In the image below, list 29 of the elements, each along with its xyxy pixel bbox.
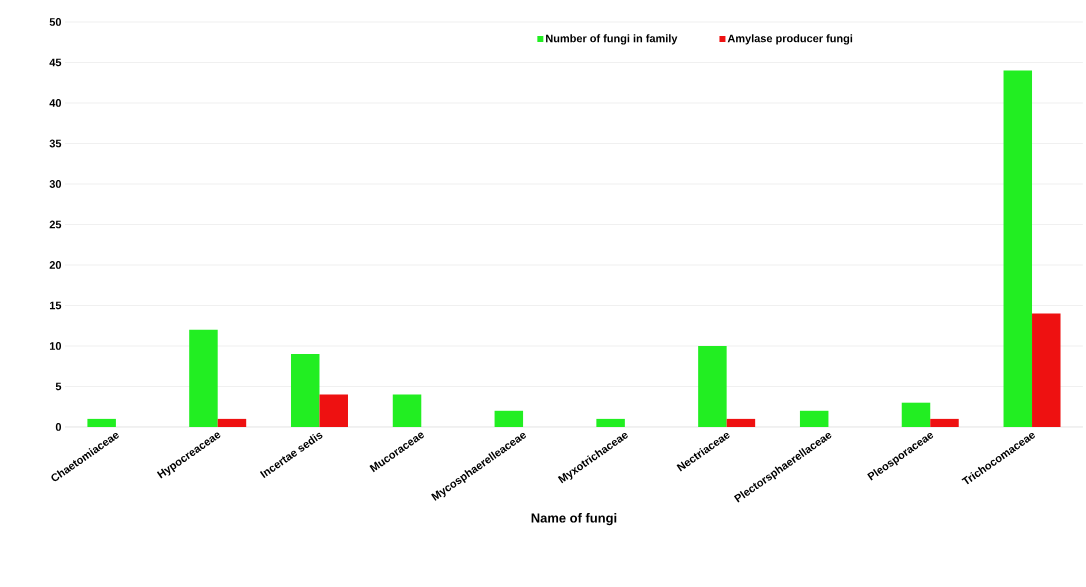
- bar: [87, 418, 116, 427]
- bar: [392, 394, 422, 427]
- y-tick-label: 15: [49, 301, 62, 310]
- legend-label: Amylase producer fungi: [727, 34, 853, 45]
- y-tick-label: 40: [49, 99, 62, 107]
- bar: [217, 418, 247, 427]
- bar: [494, 410, 524, 427]
- y-tick-label: 10: [49, 342, 62, 350]
- bar: [319, 394, 348, 427]
- bar: [596, 418, 625, 427]
- bar: [799, 410, 829, 427]
- x-axis-title: Name of fungi: [531, 513, 617, 526]
- y-tick-label: 30: [49, 180, 62, 188]
- bar: [290, 354, 320, 427]
- bar: [726, 418, 756, 427]
- y-tick-label: 5: [55, 382, 62, 391]
- bar: [1003, 70, 1033, 427]
- bar: [1032, 313, 1061, 427]
- y-tick-label: 0: [55, 423, 62, 431]
- y-tick-label: 45: [49, 58, 62, 67]
- y-tick-label: 35: [49, 139, 62, 148]
- y-tick-label: 25: [49, 220, 62, 229]
- bar: [930, 418, 959, 427]
- bar: [698, 345, 727, 427]
- y-tick-label: 50: [49, 18, 62, 26]
- y-tick-label: 20: [49, 261, 62, 269]
- bar: [901, 402, 931, 427]
- bar: [189, 329, 218, 427]
- legend-label: Number of fungi in family: [546, 34, 678, 45]
